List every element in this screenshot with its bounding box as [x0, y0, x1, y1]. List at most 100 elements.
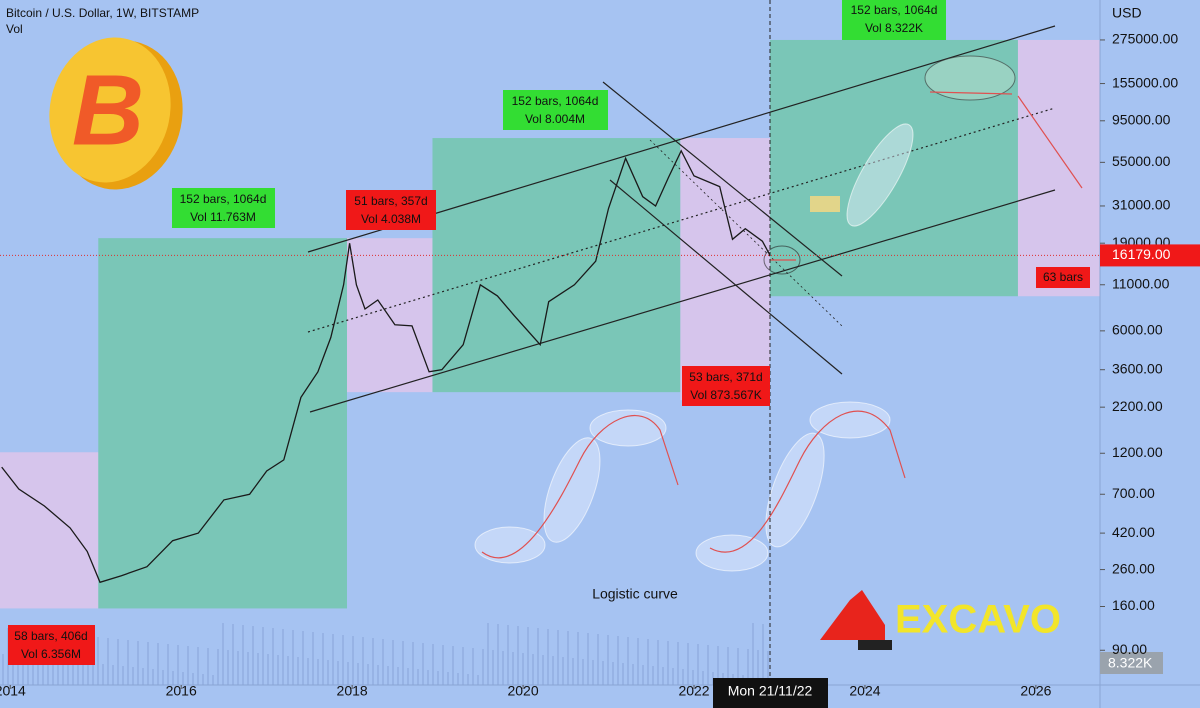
volume-bar	[192, 673, 194, 685]
annotation: Vol 8.004M	[525, 112, 585, 126]
volume-bar	[452, 646, 454, 685]
label-box	[682, 366, 770, 406]
volume-bar	[627, 637, 629, 685]
annotation: Vol 11.763M	[190, 210, 256, 224]
volume-bar	[132, 667, 134, 685]
volume-bar	[157, 643, 159, 685]
ellipse	[924, 55, 1016, 101]
volume-bar	[137, 641, 139, 685]
volume-bar	[257, 653, 259, 685]
volume-bar	[332, 634, 334, 685]
annotation: 53 bars, 371d	[689, 370, 762, 384]
volume-bar	[652, 666, 654, 685]
y-tick-label: 11000.00	[1112, 275, 1170, 291]
volume-bar	[317, 659, 319, 685]
volume-bar	[527, 627, 529, 685]
volume-bar	[252, 626, 254, 685]
volume-bar	[232, 624, 234, 685]
volume-bar	[367, 664, 369, 685]
volume-bar	[417, 669, 419, 685]
regions	[0, 39, 1100, 609]
drawings	[474, 55, 1016, 572]
down-channel-bottom	[609, 179, 843, 375]
price-line	[1, 149, 771, 584]
volume-bar	[277, 655, 279, 685]
arrow	[1017, 95, 1083, 189]
annotation: Vol 8.322K	[865, 21, 923, 35]
volume-bar	[477, 675, 479, 685]
volume-bar	[592, 660, 594, 685]
ellipse	[846, 123, 914, 227]
logo-text: EXCAVO	[895, 598, 1061, 642]
volume-bar	[102, 664, 104, 685]
ellipse	[474, 526, 546, 564]
down-channel-top	[602, 81, 843, 277]
arrows	[481, 91, 1083, 559]
volume-bar	[262, 627, 264, 685]
y-unit: USD	[1112, 5, 1142, 21]
volume-bar	[327, 660, 329, 685]
crosshair-box	[713, 678, 828, 708]
volume-bar	[242, 625, 244, 685]
volume-bar	[237, 651, 239, 685]
range-box	[347, 238, 433, 393]
volume-bar	[542, 655, 544, 685]
volume-bar	[497, 624, 499, 685]
volume-bar	[122, 666, 124, 685]
volume-bar	[402, 641, 404, 685]
arrow	[929, 91, 1013, 95]
volume-bar	[587, 633, 589, 685]
volume-bar	[512, 652, 514, 685]
annotation: Vol 873.567K	[690, 388, 761, 402]
volume-bar	[502, 651, 504, 685]
x-tick-label: 2020	[507, 683, 538, 699]
annotation: 152 bars, 1064d	[851, 3, 938, 17]
volume-bar	[702, 671, 704, 685]
volume-bar	[457, 673, 459, 685]
volume-bar	[342, 635, 344, 685]
volume-bar	[162, 670, 164, 685]
logistic-arrow	[481, 414, 679, 559]
annotation: Logistic curve	[592, 586, 678, 602]
y-tick-label: 6000.00	[1112, 322, 1163, 338]
volume-bar	[357, 663, 359, 685]
volume-bar	[632, 664, 634, 685]
x-tick-label: 2016	[166, 683, 197, 699]
annotation: 63 bars	[1043, 270, 1083, 284]
volume-bar	[612, 662, 614, 685]
volume-bar	[287, 656, 289, 685]
volume-bar	[687, 643, 689, 685]
volume-bar	[422, 643, 424, 685]
y-tick-label: 275000.00	[1112, 31, 1178, 47]
volume-bar	[442, 645, 444, 685]
volume-bar	[167, 644, 169, 685]
volume-bar	[322, 633, 324, 685]
range-box	[0, 452, 99, 609]
volume-bar	[577, 632, 579, 685]
volume-bar	[282, 629, 284, 685]
volume-bar	[382, 639, 384, 685]
volume-bar	[112, 665, 114, 685]
volume-bar	[437, 671, 439, 685]
range-box	[432, 138, 681, 393]
volume-bar	[662, 667, 664, 685]
volume-bar	[2, 654, 4, 685]
marker	[810, 196, 840, 212]
ellipse	[543, 437, 601, 543]
volume-bar	[672, 668, 674, 685]
y-tick-label: 95000.00	[1112, 111, 1171, 127]
volume-bar	[407, 668, 409, 685]
volume-bar	[552, 656, 554, 685]
logistic-arrow	[709, 410, 906, 553]
volume-bar	[617, 636, 619, 685]
volume-bar	[472, 648, 474, 685]
volume-bar	[147, 642, 149, 685]
volume-bar	[572, 658, 574, 685]
volume-bar	[447, 672, 449, 685]
volume-bar	[377, 665, 379, 685]
y-tick-label: 55000.00	[1112, 153, 1171, 169]
volume-bar	[272, 628, 274, 685]
excavo-logo: EXCAVO	[820, 590, 1061, 650]
volume-bar	[292, 630, 294, 685]
